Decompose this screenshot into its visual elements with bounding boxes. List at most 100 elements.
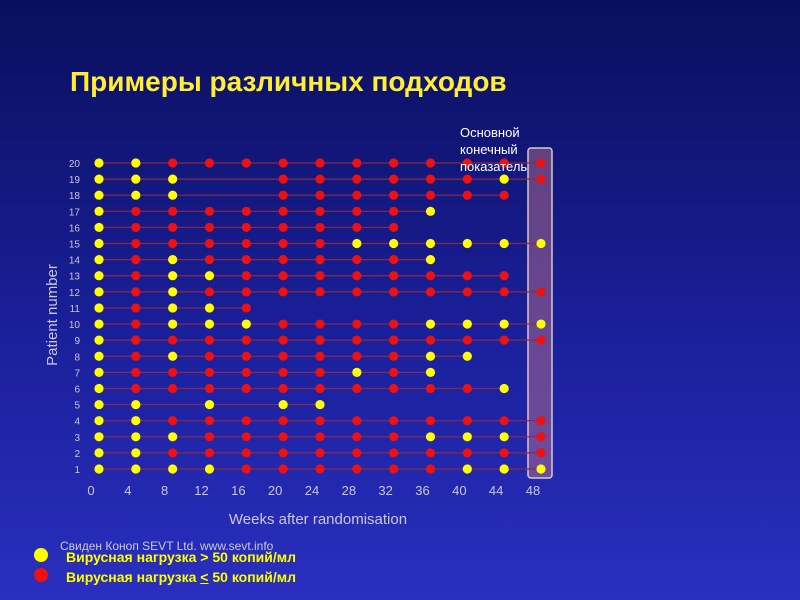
y-tick-label: 14 bbox=[69, 256, 81, 267]
data-point bbox=[241, 367, 251, 377]
data-point bbox=[389, 190, 399, 200]
data-point bbox=[278, 399, 288, 410]
data-point bbox=[241, 448, 251, 458]
y-tick-label: 17 bbox=[69, 207, 81, 218]
data-point bbox=[425, 335, 436, 345]
data-point bbox=[168, 351, 178, 361]
data-point bbox=[315, 335, 325, 345]
data-point bbox=[425, 174, 436, 184]
data-point bbox=[241, 383, 251, 394]
data-point bbox=[315, 416, 325, 426]
data-point bbox=[204, 448, 215, 458]
data-point bbox=[352, 287, 362, 297]
data-point bbox=[131, 174, 141, 184]
data-point bbox=[352, 222, 362, 233]
data-point bbox=[241, 222, 251, 233]
data-point bbox=[278, 174, 288, 184]
data-point bbox=[168, 416, 178, 426]
data-point bbox=[352, 271, 362, 281]
data-point bbox=[168, 206, 178, 216]
data-point bbox=[425, 351, 436, 361]
data-point bbox=[499, 190, 509, 200]
data-point bbox=[499, 319, 509, 329]
data-point bbox=[389, 222, 399, 233]
data-point bbox=[94, 432, 104, 442]
y-tick-label: 13 bbox=[69, 272, 81, 283]
data-point bbox=[168, 383, 178, 394]
data-point bbox=[278, 367, 288, 377]
data-point bbox=[389, 255, 399, 265]
data-point bbox=[352, 238, 362, 249]
data-point bbox=[352, 206, 362, 216]
data-point bbox=[94, 255, 104, 265]
data-point bbox=[536, 416, 546, 426]
data-point bbox=[462, 351, 472, 361]
data-point bbox=[204, 399, 215, 410]
data-point bbox=[278, 432, 288, 442]
data-point bbox=[204, 416, 215, 426]
data-point bbox=[94, 383, 104, 394]
data-point bbox=[94, 206, 104, 216]
data-point bbox=[499, 287, 509, 297]
data-point bbox=[168, 319, 178, 329]
x-tick-label: 44 bbox=[489, 483, 503, 498]
data-point bbox=[462, 319, 472, 329]
data-point bbox=[241, 432, 251, 442]
data-point bbox=[315, 238, 325, 249]
data-point bbox=[352, 335, 362, 345]
data-point bbox=[131, 432, 141, 442]
data-point bbox=[204, 238, 215, 249]
data-point bbox=[315, 432, 325, 442]
x-tick-label: 16 bbox=[231, 483, 245, 498]
data-point bbox=[536, 319, 546, 329]
data-point bbox=[536, 335, 546, 345]
y-tick-label: 3 bbox=[74, 433, 80, 444]
data-point bbox=[462, 416, 472, 426]
data-point bbox=[168, 464, 178, 474]
data-point bbox=[241, 319, 251, 329]
highlight-band bbox=[527, 147, 553, 479]
data-point bbox=[131, 383, 141, 394]
data-point bbox=[94, 351, 104, 361]
data-point bbox=[315, 367, 325, 377]
data-point bbox=[204, 351, 215, 361]
data-point bbox=[278, 206, 288, 216]
data-point bbox=[94, 238, 104, 249]
data-point bbox=[389, 432, 399, 442]
data-point bbox=[278, 271, 288, 281]
data-point bbox=[315, 319, 325, 329]
data-point bbox=[168, 335, 178, 345]
data-point bbox=[131, 399, 141, 410]
data-point bbox=[389, 383, 399, 394]
data-point bbox=[425, 448, 436, 458]
data-point bbox=[499, 464, 509, 474]
data-point bbox=[204, 319, 215, 329]
data-point bbox=[499, 158, 509, 168]
data-point bbox=[462, 464, 472, 474]
data-point bbox=[499, 383, 509, 394]
y-tick-label: 16 bbox=[69, 223, 81, 234]
red-dot-icon bbox=[34, 568, 48, 582]
y-tick-label: 6 bbox=[74, 384, 80, 395]
data-point bbox=[204, 158, 215, 168]
data-point bbox=[315, 222, 325, 233]
data-point bbox=[168, 158, 178, 168]
data-point bbox=[315, 383, 325, 394]
data-point bbox=[315, 287, 325, 297]
data-point bbox=[389, 158, 399, 168]
data-point bbox=[94, 158, 104, 168]
data-point bbox=[131, 271, 141, 281]
data-point bbox=[425, 383, 436, 394]
data-point bbox=[389, 416, 399, 426]
data-point bbox=[94, 271, 104, 281]
data-point bbox=[94, 335, 104, 345]
y-tick-label: 19 bbox=[69, 175, 81, 186]
data-point bbox=[204, 271, 215, 281]
data-point bbox=[499, 271, 509, 281]
data-point bbox=[352, 319, 362, 329]
data-point bbox=[536, 287, 546, 297]
data-point bbox=[499, 432, 509, 442]
y-tick-label: 12 bbox=[69, 288, 81, 299]
data-point bbox=[315, 351, 325, 361]
